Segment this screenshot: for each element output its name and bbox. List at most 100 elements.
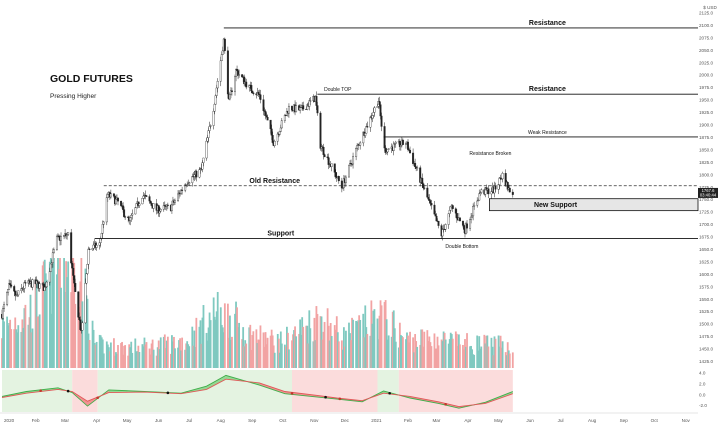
osc-fill <box>259 382 285 394</box>
volume-bar <box>490 337 493 368</box>
candle <box>207 130 210 138</box>
volume-bar <box>485 335 488 368</box>
osc-fill <box>206 375 226 390</box>
volume-bar <box>279 331 282 368</box>
candle <box>490 191 493 195</box>
volume-bar <box>256 342 259 368</box>
last-price-tag <box>698 187 718 198</box>
volume-bar <box>298 333 301 368</box>
volume-bar <box>429 342 432 368</box>
volume-bar <box>236 307 238 368</box>
volume-bar <box>451 338 454 368</box>
volume-bar <box>294 326 296 368</box>
candle <box>81 322 84 331</box>
candle <box>359 142 362 146</box>
volume-bar <box>16 332 19 368</box>
volume-bar <box>38 314 41 368</box>
volume-bar <box>419 344 422 368</box>
volume-bar <box>390 336 393 368</box>
candle <box>17 290 20 296</box>
volume-bar <box>74 303 77 368</box>
volume-bar <box>99 335 102 368</box>
candle <box>92 244 95 249</box>
volume-bar <box>88 340 91 368</box>
volume-bar <box>457 334 460 368</box>
volume-bar <box>433 333 436 368</box>
volume-bar <box>465 346 467 368</box>
volume-bar <box>423 331 426 368</box>
osc-tick-label-0: 4.0 <box>699 371 706 376</box>
candle <box>466 223 468 229</box>
volume-bar <box>152 349 155 368</box>
candle <box>287 105 290 114</box>
volume-bar <box>186 341 189 368</box>
osc-band-5 <box>398 370 513 412</box>
candle <box>130 215 133 218</box>
price-tick-label-8: 1925.0 <box>699 110 713 115</box>
candle <box>497 184 500 190</box>
volume-bar <box>151 339 154 368</box>
volume-bar <box>383 302 386 368</box>
candle <box>271 135 274 143</box>
candle <box>265 115 268 118</box>
volume-bar <box>476 335 479 368</box>
volume-bar <box>72 258 75 368</box>
volume-bar <box>393 328 396 368</box>
volume-bar <box>166 336 169 368</box>
volume-bar <box>280 343 283 368</box>
candle <box>250 85 253 92</box>
candle <box>149 200 152 204</box>
volume-bar <box>472 354 475 368</box>
volume-bar <box>120 343 122 368</box>
volume-bar <box>81 301 84 368</box>
volume-bar <box>344 346 346 368</box>
candle <box>499 177 502 179</box>
volume-bar <box>21 319 24 368</box>
volume-bar <box>477 350 480 368</box>
x-tick-label-21: Oct <box>651 418 659 423</box>
volume-bar <box>122 354 124 368</box>
candle <box>152 203 155 209</box>
volume-bar <box>174 348 176 368</box>
level-label-5: Support <box>267 231 294 238</box>
candle <box>212 111 215 126</box>
volume-bar <box>180 350 182 368</box>
candle <box>473 205 476 207</box>
volume-bar <box>31 328 34 368</box>
volume-bar <box>229 315 231 368</box>
x-tick-label-16: May <box>494 418 503 423</box>
volume-bar <box>221 327 224 368</box>
candle <box>78 317 81 320</box>
candle <box>478 193 481 201</box>
price-tick-label-13: 1800.0 <box>699 172 713 177</box>
candle <box>223 38 226 51</box>
volume-bar <box>394 341 397 368</box>
candle <box>174 200 176 203</box>
volume-bar <box>377 339 380 368</box>
candle <box>102 221 105 225</box>
volume-bar <box>365 327 368 368</box>
x-tick-label-5: Jun <box>155 418 163 423</box>
candle <box>322 146 325 155</box>
candle <box>170 204 173 211</box>
oscillator-background-bands <box>2 370 513 412</box>
volume-bar <box>173 336 175 368</box>
osc-band-3 <box>292 370 378 412</box>
volume-bar <box>50 313 53 368</box>
price-tick-label-14: 1775.0 <box>699 185 713 190</box>
price-tick-label-4: 2025.0 <box>699 60 713 65</box>
volume-bar <box>349 333 351 368</box>
volume-bar <box>145 342 148 368</box>
volume-bar <box>101 339 104 368</box>
volume-bar <box>42 261 45 368</box>
price-tick-label-28: 1425.0 <box>699 359 713 364</box>
candle <box>426 187 429 198</box>
candle <box>394 141 397 144</box>
candle <box>129 217 132 221</box>
volume-bar <box>292 334 294 368</box>
volume-bar <box>416 346 419 368</box>
volume-bar <box>400 335 403 368</box>
volume-bar <box>213 316 216 368</box>
price-tick-label-12: 1825.0 <box>699 160 713 165</box>
